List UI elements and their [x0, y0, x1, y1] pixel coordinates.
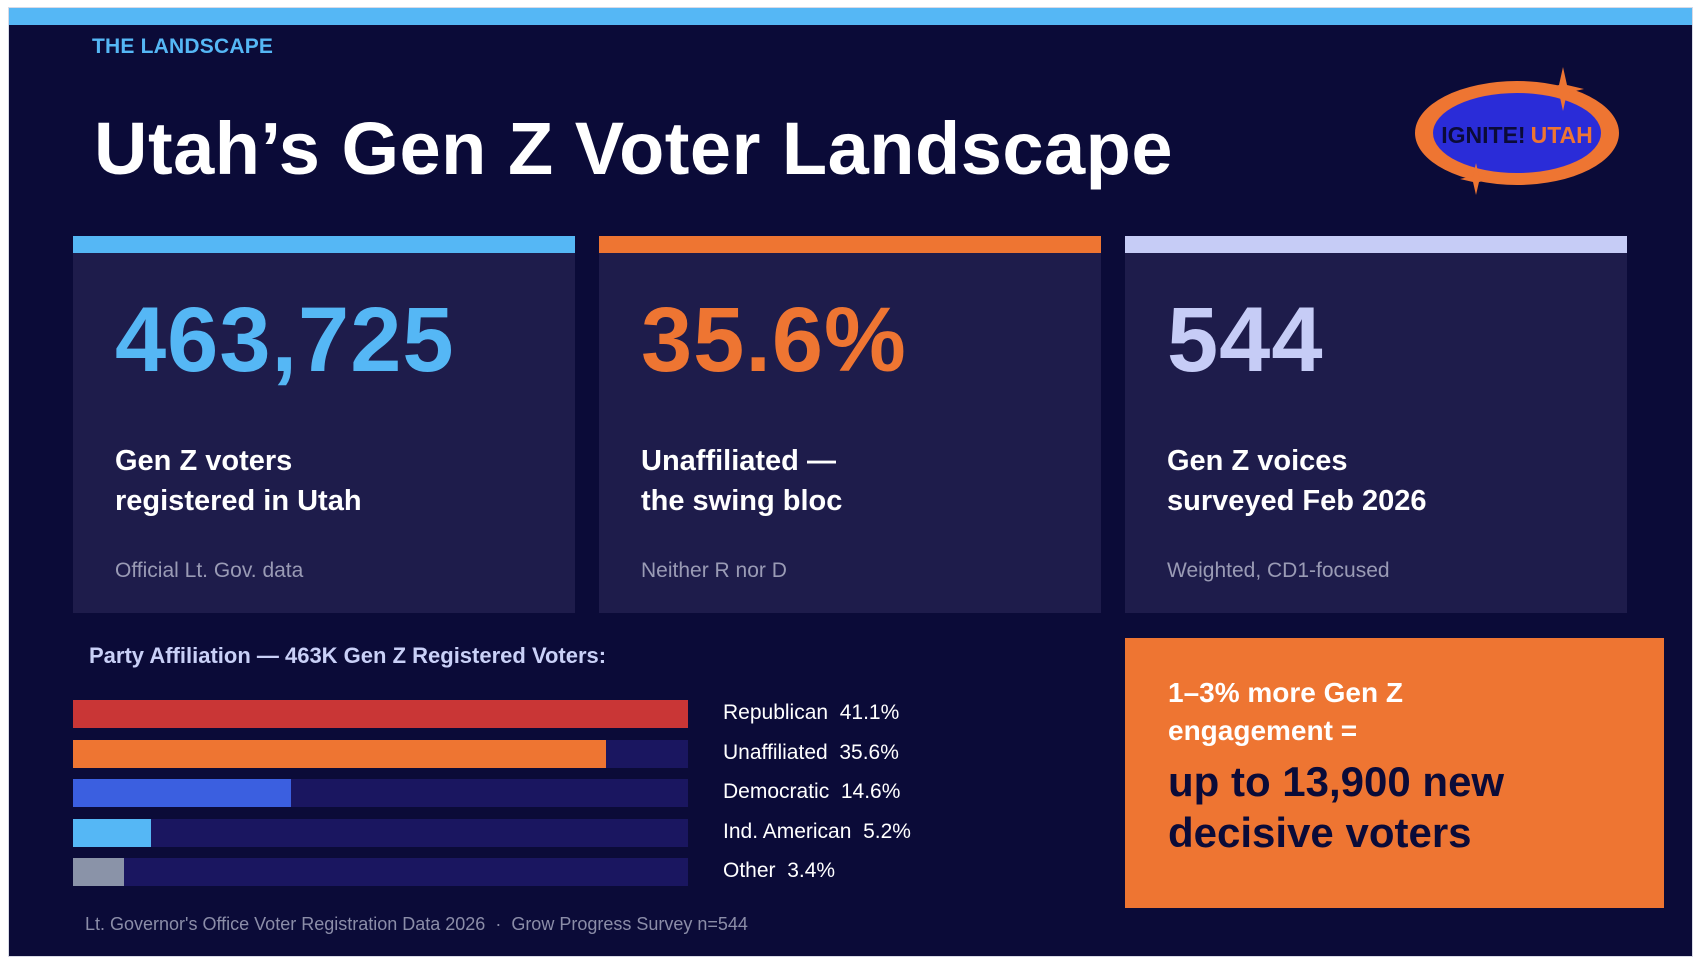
stat-source: Neither R nor D: [641, 559, 787, 582]
bar-label: Other 3.4%: [723, 859, 836, 882]
card-accent-bar: [599, 236, 1101, 253]
bar-track-republican: [73, 700, 688, 728]
stat-card-registered: 463,725 Gen Z voters registered in Utah …: [73, 236, 575, 613]
bar-label: Unaffiliated 35.6%: [723, 741, 899, 764]
sparkle-icon: [1460, 163, 1492, 195]
logo-text-main: IGNITE!: [1441, 122, 1525, 148]
stat-value: 35.6%: [641, 289, 907, 391]
stat-card-unaffiliated: 35.6% Unaffiliated — the swing bloc Neit…: [599, 236, 1101, 613]
bar-republican: [73, 700, 688, 728]
bar-democratic: [73, 779, 291, 807]
bar-track-ind-american: [73, 819, 688, 847]
bar-other: [73, 858, 124, 886]
top-accent-bar: [9, 8, 1692, 25]
page-title: Utah’s Gen Z Voter Landscape: [94, 107, 1174, 190]
section-label: THE LANDSCAPE: [92, 35, 274, 58]
stat-description-line: the swing bloc: [641, 485, 843, 517]
stat-description: Gen Z voters registered in Utah: [115, 441, 362, 521]
bar-label: Republican 41.1%: [723, 701, 900, 724]
stat-description: Unaffiliated — the swing bloc: [641, 441, 842, 521]
card-accent-bar: [1125, 236, 1627, 253]
bar-unaffiliated: [73, 740, 606, 768]
slide: THE LANDSCAPE Utah’s Gen Z Voter Landsca…: [8, 7, 1693, 957]
bar-track-unaffiliated: [73, 740, 688, 768]
bar-label: Ind. American 5.2%: [723, 820, 911, 843]
source-footer: Lt. Governor's Office Voter Registration…: [85, 914, 748, 934]
callout-headline: up to 13,900 new decisive voters: [1168, 758, 1505, 856]
ignite-utah-logo: IGNITE! UTAH: [1415, 67, 1619, 195]
stat-description: Gen Z voices surveyed Feb 2026: [1167, 441, 1427, 521]
stat-value: 463,725: [115, 289, 455, 391]
sparkle-icon: [1542, 67, 1584, 111]
stat-description-line: registered in Utah: [115, 485, 362, 517]
logo-text-accent: UTAH: [1531, 122, 1593, 148]
stat-description-line: Gen Z voices: [1167, 445, 1348, 477]
stat-description-line: Gen Z voters: [115, 445, 293, 477]
stat-source: Official Lt. Gov. data: [115, 559, 304, 582]
bar-label: Democratic 14.6%: [723, 780, 901, 803]
chart-title: Party Affiliation — 463K Gen Z Registere…: [89, 643, 607, 668]
stat-description-line: surveyed Feb 2026: [1167, 485, 1427, 517]
engagement-callout: 1–3% more Gen Z engagement = up to 13,90…: [1125, 638, 1664, 908]
svg-text:IGNITE!UTAH: IGNITE! UTAH: [1441, 122, 1593, 148]
stat-card-surveyed: 544 Gen Z voices surveyed Feb 2026 Weigh…: [1125, 236, 1627, 613]
callout-lead: 1–3% more Gen Z engagement =: [1168, 677, 1403, 746]
stat-value: 544: [1167, 289, 1324, 391]
bar-track-other: [73, 858, 688, 886]
stat-description-line: Unaffiliated —: [641, 445, 836, 477]
card-accent-bar: [73, 236, 575, 253]
bar-ind-american: [73, 819, 151, 847]
bar-track-democratic: [73, 779, 688, 807]
stat-source: Weighted, CD1-focused: [1167, 559, 1390, 582]
